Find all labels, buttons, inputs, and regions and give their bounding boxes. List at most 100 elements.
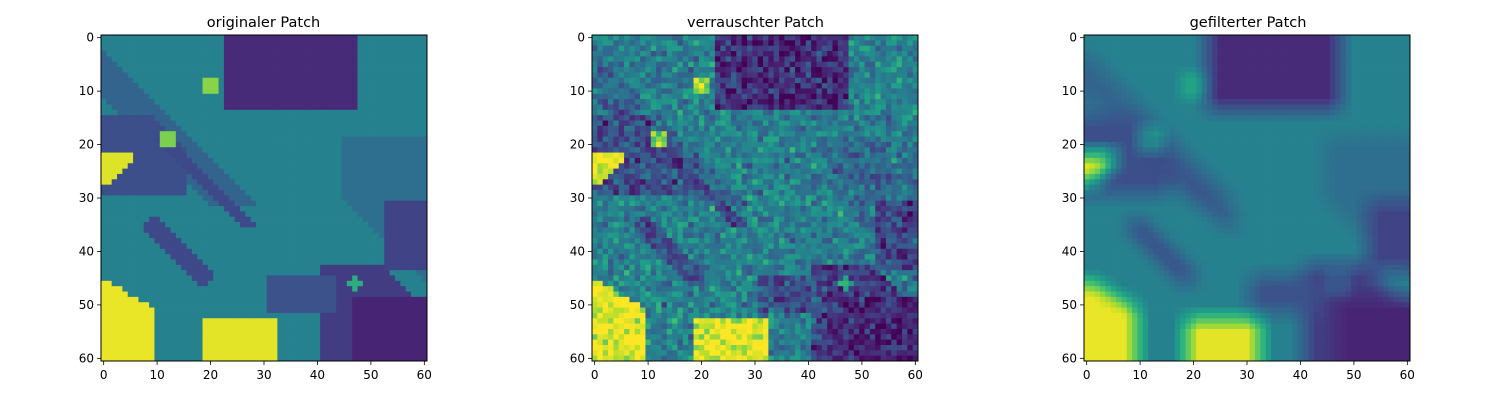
- heatmap-cell: [378, 302, 385, 308]
- heatmap-cell: [416, 104, 423, 111]
- heatmap-cell: [677, 67, 684, 73]
- heatmap-cell: [101, 93, 107, 100]
- heatmap-cell: [293, 232, 300, 239]
- heatmap-cell: [640, 45, 646, 52]
- heatmap-cell: [239, 195, 246, 202]
- heatmap-cell: [410, 141, 417, 148]
- heatmap-cell: [239, 222, 246, 228]
- heatmap-cell: [170, 280, 177, 287]
- heatmap-cell: [677, 99, 684, 105]
- heatmap-cell: [250, 77, 257, 84]
- heatmap-cell: [282, 83, 289, 89]
- heatmap-cell: [138, 248, 145, 255]
- heatmap-cell: [730, 61, 737, 68]
- heatmap-cell: [357, 115, 364, 121]
- heatmap-cell: [293, 179, 300, 186]
- heatmap-cell: [272, 227, 278, 234]
- heatmap-cell: [608, 61, 614, 68]
- heatmap-cell: [218, 125, 225, 132]
- heatmap-cell: [875, 115, 881, 121]
- heatmap-cell: [282, 120, 289, 127]
- heatmap-cell: [154, 125, 161, 132]
- heatmap-cell: [373, 216, 380, 223]
- heatmap-cell: [346, 99, 353, 105]
- heatmap-cell: [746, 104, 753, 111]
- heatmap-cell: [320, 104, 326, 111]
- heatmap-cell: [602, 35, 609, 41]
- heatmap-cell: [266, 88, 273, 95]
- heatmap-cell: [384, 334, 390, 341]
- heatmap-cell: [597, 61, 604, 68]
- heatmap-cell: [133, 275, 139, 282]
- heatmap-cell: [709, 88, 716, 95]
- heatmap-cell: [111, 264, 118, 271]
- heatmap-cell: [202, 83, 209, 89]
- heatmap-cell: [266, 168, 273, 175]
- heatmap-cell: [330, 163, 337, 169]
- heatmap-cell: [864, 136, 871, 143]
- heatmap-cell: [848, 61, 855, 68]
- heatmap-cell: [341, 307, 348, 314]
- heatmap-cell: [613, 131, 620, 137]
- heatmap-cell: [223, 99, 230, 105]
- heatmap-cell: [101, 109, 107, 116]
- heatmap-cell: [272, 312, 278, 319]
- heatmap-cell: [864, 72, 871, 79]
- heatmap-cell: [795, 51, 801, 57]
- heatmap-cell: [309, 232, 316, 239]
- heatmap-cell: [698, 109, 705, 116]
- heatmap-cell: [186, 136, 193, 143]
- heatmap-cell: [197, 206, 203, 212]
- heatmap-cell: [277, 120, 284, 127]
- heatmap-cell: [229, 83, 235, 89]
- heatmap-cell: [773, 93, 780, 100]
- heatmap-cell: [282, 328, 289, 335]
- heatmap-cell: [138, 318, 145, 324]
- heatmap-cell: [175, 222, 182, 228]
- heatmap-cell: [624, 136, 630, 143]
- heatmap-cell: [773, 45, 780, 52]
- heatmap-cell: [634, 93, 641, 100]
- heatmap-cell: [832, 131, 839, 137]
- heatmap-cell: [314, 211, 321, 218]
- heatmap-cell: [725, 77, 732, 84]
- heatmap-cell: [330, 243, 337, 250]
- heatmap-cell: [304, 243, 310, 250]
- heatmap-cell: [207, 173, 214, 180]
- heatmap-cell: [325, 83, 332, 89]
- heatmap-cell: [170, 270, 177, 276]
- heatmap-cell: [784, 88, 791, 95]
- heatmap-cell: [138, 147, 145, 153]
- heatmap-cell: [293, 248, 300, 255]
- heatmap-cell: [159, 222, 166, 228]
- heatmap-cell: [186, 259, 193, 266]
- heatmap-cell: [239, 323, 246, 330]
- heatmap-cell: [416, 195, 423, 202]
- heatmap-cell: [101, 339, 107, 346]
- heatmap-cell: [293, 286, 300, 292]
- heatmap-cell: [197, 61, 203, 68]
- heatmap-cell: [634, 131, 641, 137]
- heatmap-cell: [410, 163, 417, 169]
- heatmap-cell: [330, 307, 337, 314]
- heatmap-cell: [117, 184, 123, 191]
- heatmap-cell: [768, 115, 775, 121]
- heatmap-cell: [645, 40, 652, 47]
- heatmap-cell: [202, 61, 209, 68]
- heatmap-cell: [421, 302, 428, 308]
- heatmap-cell: [133, 168, 139, 175]
- heatmap-cell: [266, 275, 273, 282]
- heatmap-cell: [186, 344, 193, 351]
- heatmap-cell: [111, 35, 118, 41]
- heatmap-cell: [336, 318, 342, 324]
- heatmap-cell: [400, 77, 407, 84]
- heatmap-cell: [181, 339, 187, 346]
- heatmap-cell: [320, 200, 326, 207]
- heatmap-cell: [805, 93, 812, 100]
- heatmap-cell: [869, 93, 876, 100]
- heatmap-cell: [143, 254, 150, 260]
- heatmap-cell: [400, 334, 407, 341]
- heatmap-cell: [789, 93, 796, 100]
- heatmap-cell: [245, 344, 252, 351]
- heatmap-cell: [314, 163, 321, 169]
